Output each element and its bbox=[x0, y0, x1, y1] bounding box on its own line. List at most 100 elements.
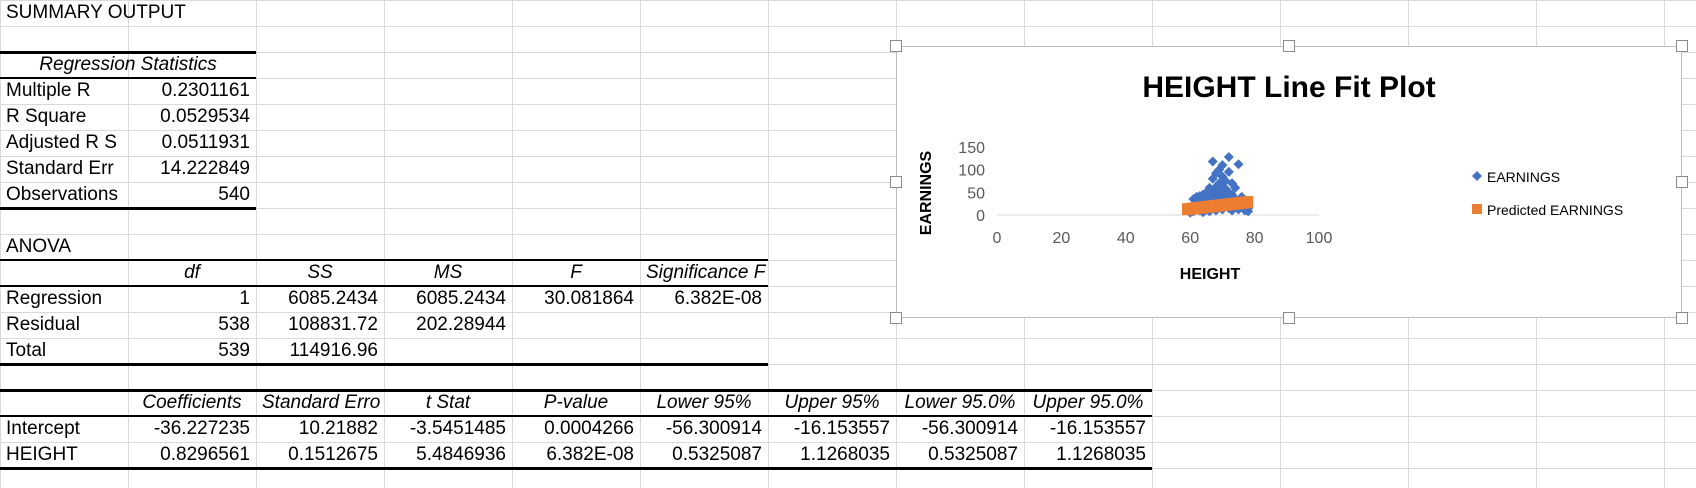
coef-value-cell[interactable]: 0.5325087 bbox=[928, 444, 1018, 465]
resize-handle-top-left[interactable] bbox=[890, 40, 902, 52]
coef-value-cell[interactable]: -3.5451485 bbox=[409, 418, 506, 439]
resize-handle-top-right[interactable] bbox=[1676, 40, 1688, 52]
reg-stat-value-cell[interactable]: 0.0511931 bbox=[161, 132, 250, 153]
earnings-point bbox=[1243, 206, 1254, 217]
anova-value-cell[interactable] bbox=[640, 312, 768, 338]
coef-value-cell[interactable]: 5.4846936 bbox=[416, 444, 506, 465]
reg-stat-value-cell[interactable]: 0.0529534 bbox=[160, 106, 250, 127]
reg-stat-value-cell[interactable]: 540 bbox=[218, 184, 250, 205]
earnings-point bbox=[1223, 166, 1234, 177]
table-border bbox=[0, 207, 256, 210]
anova-row-label-cell[interactable]: Regression bbox=[6, 288, 103, 309]
anova-header-cell[interactable]: Significance F bbox=[646, 262, 766, 283]
coef-value-cell[interactable]: 0.5325087 bbox=[672, 444, 762, 465]
reg-stat-value-cell[interactable]: 14.222849 bbox=[160, 158, 250, 179]
x-tick-label: 100 bbox=[1306, 230, 1333, 247]
coef-value-cell[interactable]: 10.21882 bbox=[298, 418, 378, 439]
coef-header-cell[interactable]: Coefficients bbox=[142, 392, 242, 413]
anova-value-cell[interactable]: 6085.2434 bbox=[288, 288, 378, 309]
coef-value-cell[interactable]: 0.1512675 bbox=[288, 444, 378, 465]
earnings-point bbox=[1207, 156, 1218, 167]
table-border bbox=[0, 363, 768, 366]
coef-row-label-cell[interactable]: Intercept bbox=[6, 418, 80, 439]
anova-value-cell[interactable] bbox=[512, 338, 640, 364]
coef-value-cell[interactable]: 1.1268035 bbox=[1056, 444, 1146, 465]
coef-row-label-cell[interactable]: HEIGHT bbox=[6, 444, 78, 465]
coef-header-cell[interactable]: Upper 95.0% bbox=[1032, 392, 1144, 413]
coef-value-cell[interactable]: -36.227235 bbox=[153, 418, 250, 439]
coef-header-cell[interactable]: Standard Erro bbox=[262, 392, 381, 413]
coef-value-cell[interactable]: 1.1268035 bbox=[800, 444, 890, 465]
reg-stat-label-cell[interactable]: Standard Err bbox=[6, 158, 114, 179]
line-fit-chart[interactable]: HEIGHT Line Fit Plot 0 20 40 60 80 100 0 50 100 1… bbox=[896, 46, 1682, 318]
x-tick-label: 0 bbox=[993, 230, 1002, 247]
coef-value-cell[interactable]: -56.300914 bbox=[665, 418, 762, 439]
earnings-point bbox=[1227, 178, 1238, 189]
coef-header-cell[interactable]: Lower 95% bbox=[656, 392, 752, 413]
anova-value-cell[interactable] bbox=[640, 338, 768, 364]
legend-earnings-label: EARNINGS bbox=[1487, 169, 1560, 185]
legend-predicted-marker bbox=[1472, 204, 1482, 214]
earnings-point bbox=[1230, 182, 1241, 193]
anova-header-cell[interactable]: df bbox=[184, 262, 200, 283]
earnings-point bbox=[1201, 192, 1212, 203]
reg-stat-label-cell[interactable]: Multiple R bbox=[6, 80, 91, 101]
y-axis-title: EARNINGS bbox=[918, 150, 935, 235]
anova-value-cell[interactable]: 6085.2434 bbox=[416, 288, 506, 309]
coef-header-cell[interactable]: Upper 95% bbox=[784, 392, 880, 413]
coef-header-cell[interactable]: P-value bbox=[543, 392, 609, 413]
y-tick-label: 0 bbox=[976, 208, 985, 225]
coef-value-cell[interactable]: -16.153557 bbox=[793, 418, 890, 439]
anova-header-cell[interactable]: MS bbox=[433, 262, 463, 283]
table-border bbox=[0, 259, 768, 261]
legend-predicted-label: Predicted EARNINGS bbox=[1487, 202, 1623, 218]
coef-value-cell[interactable]: -56.300914 bbox=[921, 418, 1018, 439]
anova-row-label-cell[interactable]: Residual bbox=[6, 314, 80, 335]
table-border bbox=[0, 467, 1152, 470]
anova-header-cell[interactable]: F bbox=[570, 262, 582, 283]
anova-value-cell[interactable]: 538 bbox=[218, 314, 250, 335]
anova-value-cell[interactable] bbox=[384, 338, 512, 364]
coef-header-cell[interactable]: Lower 95.0% bbox=[904, 392, 1016, 413]
anova-value-cell[interactable] bbox=[512, 312, 640, 338]
y-tick-label: 100 bbox=[958, 163, 985, 180]
anova-value-cell[interactable]: 114916.96 bbox=[289, 340, 378, 361]
resize-handle-top-middle[interactable] bbox=[1283, 40, 1295, 52]
anova-value-cell[interactable]: 539 bbox=[218, 340, 250, 361]
chart-plot-area: 0 20 40 60 80 100 0 50 100 150 HEIGHT EARNINGS EARNI… bbox=[918, 140, 1623, 283]
reg-stats-header-cell[interactable]: Regression Statistics bbox=[39, 54, 217, 75]
table-border bbox=[0, 51, 256, 54]
coef-header-cell[interactable]: t Stat bbox=[425, 392, 471, 413]
earnings-point bbox=[1217, 180, 1228, 191]
coef-value-cell[interactable]: -16.153557 bbox=[1049, 418, 1146, 439]
resize-handle-bottom-right[interactable] bbox=[1676, 312, 1688, 324]
earnings-point bbox=[1204, 190, 1215, 201]
anova-title-cell[interactable]: ANOVA bbox=[6, 236, 72, 257]
x-tick-label: 60 bbox=[1181, 230, 1199, 247]
x-tick-label: 80 bbox=[1246, 230, 1264, 247]
anova-value-cell[interactable]: 1 bbox=[239, 288, 250, 309]
earnings-point bbox=[1217, 171, 1228, 182]
anova-value-cell[interactable]: 30.081864 bbox=[544, 288, 634, 309]
earnings-point bbox=[1217, 189, 1228, 200]
resize-handle-middle-right[interactable] bbox=[1676, 176, 1688, 188]
earnings-point bbox=[1201, 187, 1212, 198]
resize-handle-middle-left[interactable] bbox=[890, 176, 902, 188]
anova-header-cell[interactable]: SS bbox=[307, 262, 333, 283]
resize-handle-bottom-middle[interactable] bbox=[1283, 312, 1295, 324]
coef-value-cell[interactable]: 0.0004266 bbox=[544, 418, 634, 439]
summary-title-cell[interactable]: SUMMARY OUTPUT bbox=[6, 2, 186, 23]
resize-handle-bottom-left[interactable] bbox=[890, 312, 902, 324]
anova-value-cell[interactable]: 202.28944 bbox=[416, 314, 506, 335]
reg-stat-label-cell[interactable]: Observations bbox=[6, 184, 118, 205]
anova-row-label-cell[interactable]: Total bbox=[6, 340, 47, 361]
earnings-point bbox=[1223, 151, 1234, 162]
anova-value-cell[interactable]: 108831.72 bbox=[288, 314, 378, 335]
anova-value-cell[interactable]: 6.382E-08 bbox=[674, 288, 762, 309]
table-border bbox=[0, 285, 768, 287]
coef-value-cell[interactable]: 6.382E-08 bbox=[546, 444, 634, 465]
reg-stat-value-cell[interactable]: 0.2301161 bbox=[161, 80, 250, 101]
reg-stat-label-cell[interactable]: Adjusted R S bbox=[6, 132, 117, 153]
coef-value-cell[interactable]: 0.8296561 bbox=[160, 444, 250, 465]
reg-stat-label-cell[interactable]: R Square bbox=[6, 106, 87, 127]
